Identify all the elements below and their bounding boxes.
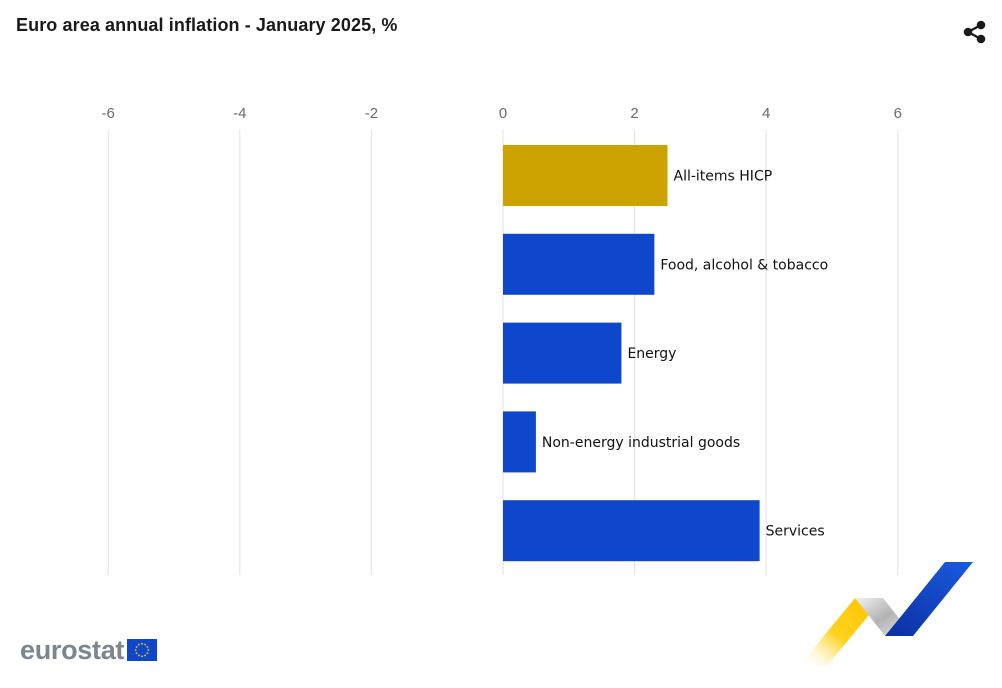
bars xyxy=(503,145,760,562)
bar[interactable] xyxy=(503,411,536,473)
bar[interactable] xyxy=(503,500,760,562)
eurostat-swoosh-icon xyxy=(799,562,973,666)
bar-label: Food, alcohol & tobacco xyxy=(660,257,828,273)
x-tick-label: 4 xyxy=(762,105,770,122)
bar[interactable] xyxy=(503,145,668,206)
bar[interactable] xyxy=(503,233,655,295)
x-tick-label: -2 xyxy=(365,105,378,122)
chart-title: Euro area annual inflation - January 202… xyxy=(16,15,398,35)
logo-text: eurostat xyxy=(20,634,125,665)
x-tick-label: 2 xyxy=(630,105,638,122)
bar-label: All-items HICP xyxy=(674,169,773,185)
share-icon[interactable] xyxy=(960,17,990,47)
eurostat-logo[interactable]: eurostat xyxy=(20,634,158,666)
chart-area: -6 -4 -2 0 2 4 6 All-items HICP Food, alcohol &… xyxy=(102,105,902,575)
bar[interactable] xyxy=(503,322,622,384)
bar-labels: All-items HICP Food, alcohol & tobacco Ene… xyxy=(542,169,828,540)
bar-label: Energy xyxy=(627,346,676,362)
x-tick-label: 0 xyxy=(499,105,507,122)
bar-label: Services xyxy=(766,524,825,540)
x-tick-label: 6 xyxy=(894,105,902,122)
eu-flag-icon xyxy=(127,639,158,661)
x-axis-ticks: -6 -4 -2 0 2 4 6 xyxy=(102,105,902,122)
x-tick-label: -6 xyxy=(102,105,115,122)
share-button[interactable] xyxy=(960,17,990,47)
x-tick-label: -4 xyxy=(233,105,246,122)
bar-label: Non-energy industrial goods xyxy=(542,435,740,451)
